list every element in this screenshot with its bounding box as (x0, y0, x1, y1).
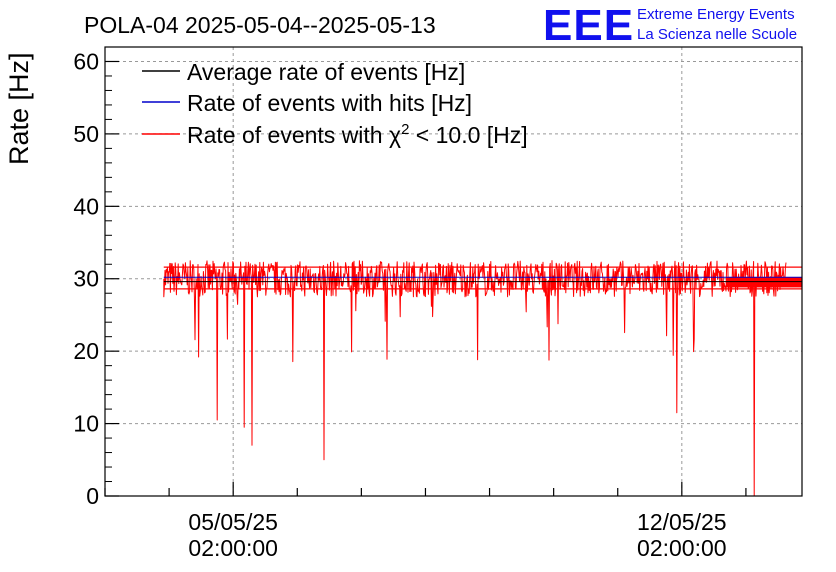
legend: Average rate of events [Hz] Rate of even… (142, 59, 528, 148)
x-tick-label-date: 05/05/25 (188, 509, 278, 535)
x-tick-label-time: 02:00:00 (188, 535, 278, 561)
y-axis-title: Rate [Hz] (4, 52, 34, 165)
y-tick-label: 0 (86, 483, 99, 509)
logo-line1: Extreme Energy Events (637, 6, 795, 23)
y-tick-label: 60 (73, 48, 99, 74)
y-tick-label: 30 (73, 266, 99, 292)
plot-frame (104, 46, 803, 497)
x-tick-label-time: 02:00:00 (637, 535, 727, 561)
x-tick-label-date: 12/05/25 (637, 509, 727, 535)
legend-label-average: Average rate of events [Hz] (187, 59, 465, 85)
axes: 010203040506005/05/2502:00:0012/05/2502:… (73, 48, 747, 561)
logo-eee: EEE (543, 1, 634, 50)
y-tick-label: 40 (73, 193, 99, 219)
legend-label-chi2: Rate of events with χ2 < 10.0 [Hz] (187, 121, 528, 148)
chart-title: POLA-04 2025-05-04--2025-05-13 (84, 12, 436, 38)
legend-label-hits: Rate of events with hits [Hz] (187, 90, 472, 116)
y-tick-label: 50 (73, 121, 99, 147)
logo-line2: La Scienza nelle Scuole (637, 26, 797, 43)
logo: EEE Extreme Energy Events La Scienza nel… (543, 1, 797, 50)
series-chi2-trace (163, 260, 787, 497)
y-tick-label: 20 (73, 338, 99, 364)
plot-area (163, 260, 802, 497)
series-chi2-plateau (725, 277, 802, 288)
y-tick-label: 10 (73, 411, 99, 437)
